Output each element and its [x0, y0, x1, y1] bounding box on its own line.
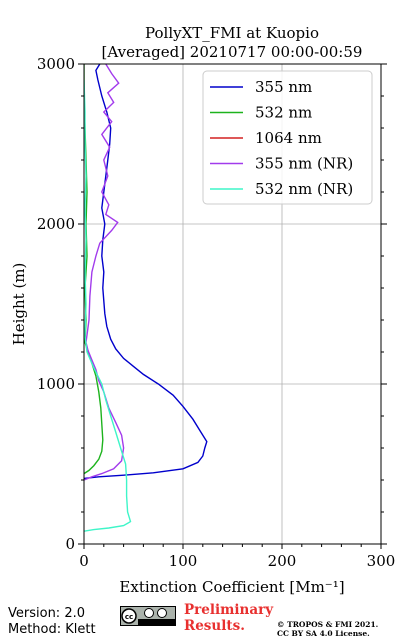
legend-label: 355 nm	[255, 78, 312, 96]
copyright-line-1: © TROPOS & FMI 2021.	[277, 620, 379, 629]
y-tick-label: 2000	[37, 215, 75, 233]
series-lines	[84, 64, 208, 532]
legend-label: 355 nm (NR)	[255, 155, 353, 173]
legend-box	[202, 70, 373, 205]
x-tick-label: 300	[367, 552, 396, 570]
version-label: Version: 2.0	[8, 606, 85, 621]
series-line-355-nm	[84, 64, 208, 480]
extinction-profile-chart: PollyXT_FMI at Kuopio [Averaged] 2021071…	[10, 24, 396, 596]
svg-text:cc: cc	[125, 613, 133, 621]
y-axis-label: Height (m)	[10, 263, 28, 346]
legend-label: 1064 nm	[255, 129, 322, 147]
legend: 355 nm 532 nm 1064 nm 355 nm (NR) 532 nm (NR…	[202, 70, 373, 205]
preliminary-line-1: Preliminary	[184, 602, 274, 618]
cc-by-sa-icon: cc	[120, 606, 176, 626]
plot-frame	[83, 63, 382, 545]
method-label: Method: Klett	[8, 622, 96, 637]
x-tick-label: 200	[268, 552, 297, 570]
chart-subtitle: [Averaged] 20210717 00:00-00:59	[102, 43, 363, 61]
legend-label: 532 nm	[255, 104, 312, 122]
preliminary-results-note: Preliminary Results.	[184, 602, 273, 634]
series-line-355-nm-nr	[84, 64, 125, 481]
chart-title: PollyXT_FMI at Kuopio	[145, 24, 319, 42]
series-line-532-nm-nr	[84, 79, 132, 532]
preliminary-line-2: Results.	[184, 618, 245, 634]
x-tick-label: 0	[79, 552, 89, 570]
x-axis-label-text: Extinction Coefficient [Mm⁻¹]	[119, 578, 344, 596]
y-tick-label: 1000	[37, 375, 75, 393]
x-axis-label: Extinction Coefficient [Mm⁻¹]	[119, 578, 344, 596]
y-tick-label: 0	[65, 535, 75, 553]
x-tick-label: 100	[169, 552, 198, 570]
copyright-line-2: CC BY SA 4.0 License.	[277, 629, 370, 638]
y-tick-label: 3000	[37, 55, 75, 73]
legend-label: 532 nm (NR)	[255, 180, 353, 198]
copyright-note: © TROPOS & FMI 2021. CC BY SA 4.0 Licens…	[277, 620, 378, 638]
